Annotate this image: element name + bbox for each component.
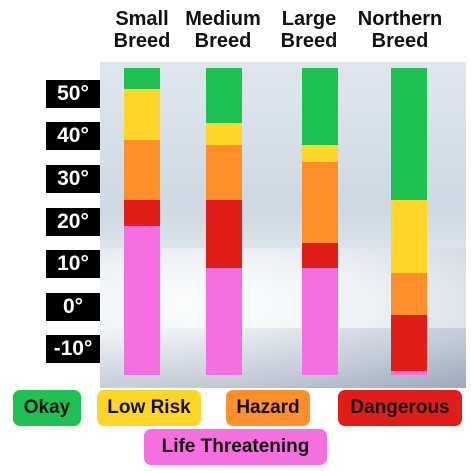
y-tick-label: 0° [46, 292, 100, 321]
header-line: Medium [185, 8, 261, 30]
bar-segment-dangerous [206, 200, 242, 269]
header-line: Breed [280, 30, 338, 52]
header-line: Small [115, 8, 169, 30]
bar-segment-life [302, 268, 338, 375]
bar-segment-okay [391, 68, 427, 201]
column-header-large: Large Breed [261, 8, 357, 52]
legend-low-risk: Low Risk [97, 390, 201, 426]
y-tick-label: 50° [46, 79, 100, 108]
bar-segment-hazard [124, 140, 160, 201]
bar-segment-okay [124, 68, 160, 90]
y-tick-label: 20° [46, 207, 100, 236]
bar-small-breed [124, 68, 160, 375]
bar-segment-life [124, 225, 160, 375]
legend-hazard: Hazard [226, 390, 310, 426]
header-line: Breed [371, 30, 429, 52]
bar-segment-okay [302, 68, 338, 145]
y-tick-label: 40° [46, 122, 100, 151]
bar-segment-dangerous [391, 315, 427, 371]
bar-segment-okay [206, 68, 242, 124]
legend-dangerous: Dangerous [338, 390, 462, 426]
bar-large-breed [302, 68, 338, 375]
header-line: Large [281, 8, 337, 30]
bar-segment-dangerous [302, 242, 338, 269]
bar-segment-hazard [302, 161, 338, 243]
column-header-small: Small Breed [94, 8, 190, 52]
header-line: Northern [357, 8, 443, 30]
bar-northern-breed [391, 68, 427, 375]
header-line: Breed [194, 30, 252, 52]
column-header-northern: Northern Breed [352, 8, 448, 52]
bar-segment-hazard [391, 272, 427, 316]
y-tick-label: 10° [46, 250, 100, 279]
header-line: Breed [113, 30, 171, 52]
legend-life-threatening: Life Threatening [144, 429, 327, 465]
bar-segment-life [206, 268, 242, 375]
legend-okay: Okay [13, 390, 81, 426]
bar-segment-low-risk [124, 89, 160, 141]
y-tick-label: 30° [46, 164, 100, 193]
bar-segment-life [391, 370, 427, 375]
bar-medium-breed [206, 68, 242, 375]
bar-segment-low-risk [302, 144, 338, 162]
bar-segment-hazard [206, 144, 242, 201]
bar-segment-low-risk [391, 200, 427, 273]
column-header-medium: Medium Breed [175, 8, 271, 52]
y-tick-label: -10° [46, 335, 100, 364]
bar-segment-dangerous [124, 200, 160, 226]
bar-segment-low-risk [206, 123, 242, 145]
